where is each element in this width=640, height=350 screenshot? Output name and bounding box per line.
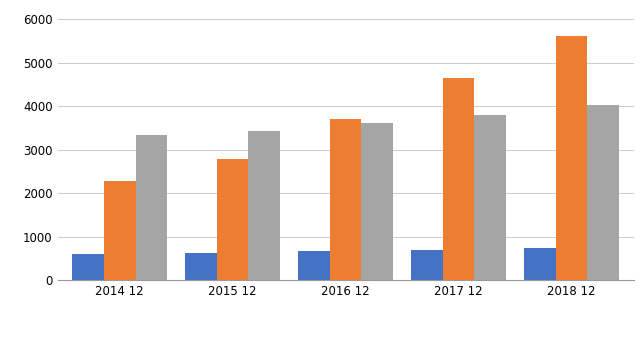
Bar xyxy=(443,78,474,280)
Bar xyxy=(474,115,506,280)
Bar xyxy=(298,251,330,280)
Bar xyxy=(556,36,588,280)
Bar xyxy=(136,135,167,280)
Bar xyxy=(330,119,362,280)
Bar xyxy=(217,159,248,280)
Bar xyxy=(524,248,556,280)
Bar xyxy=(104,181,136,280)
Bar xyxy=(248,131,280,280)
Bar xyxy=(411,250,443,280)
Bar xyxy=(185,253,217,280)
Bar xyxy=(362,122,393,280)
Bar xyxy=(72,254,104,280)
Bar xyxy=(588,105,619,280)
